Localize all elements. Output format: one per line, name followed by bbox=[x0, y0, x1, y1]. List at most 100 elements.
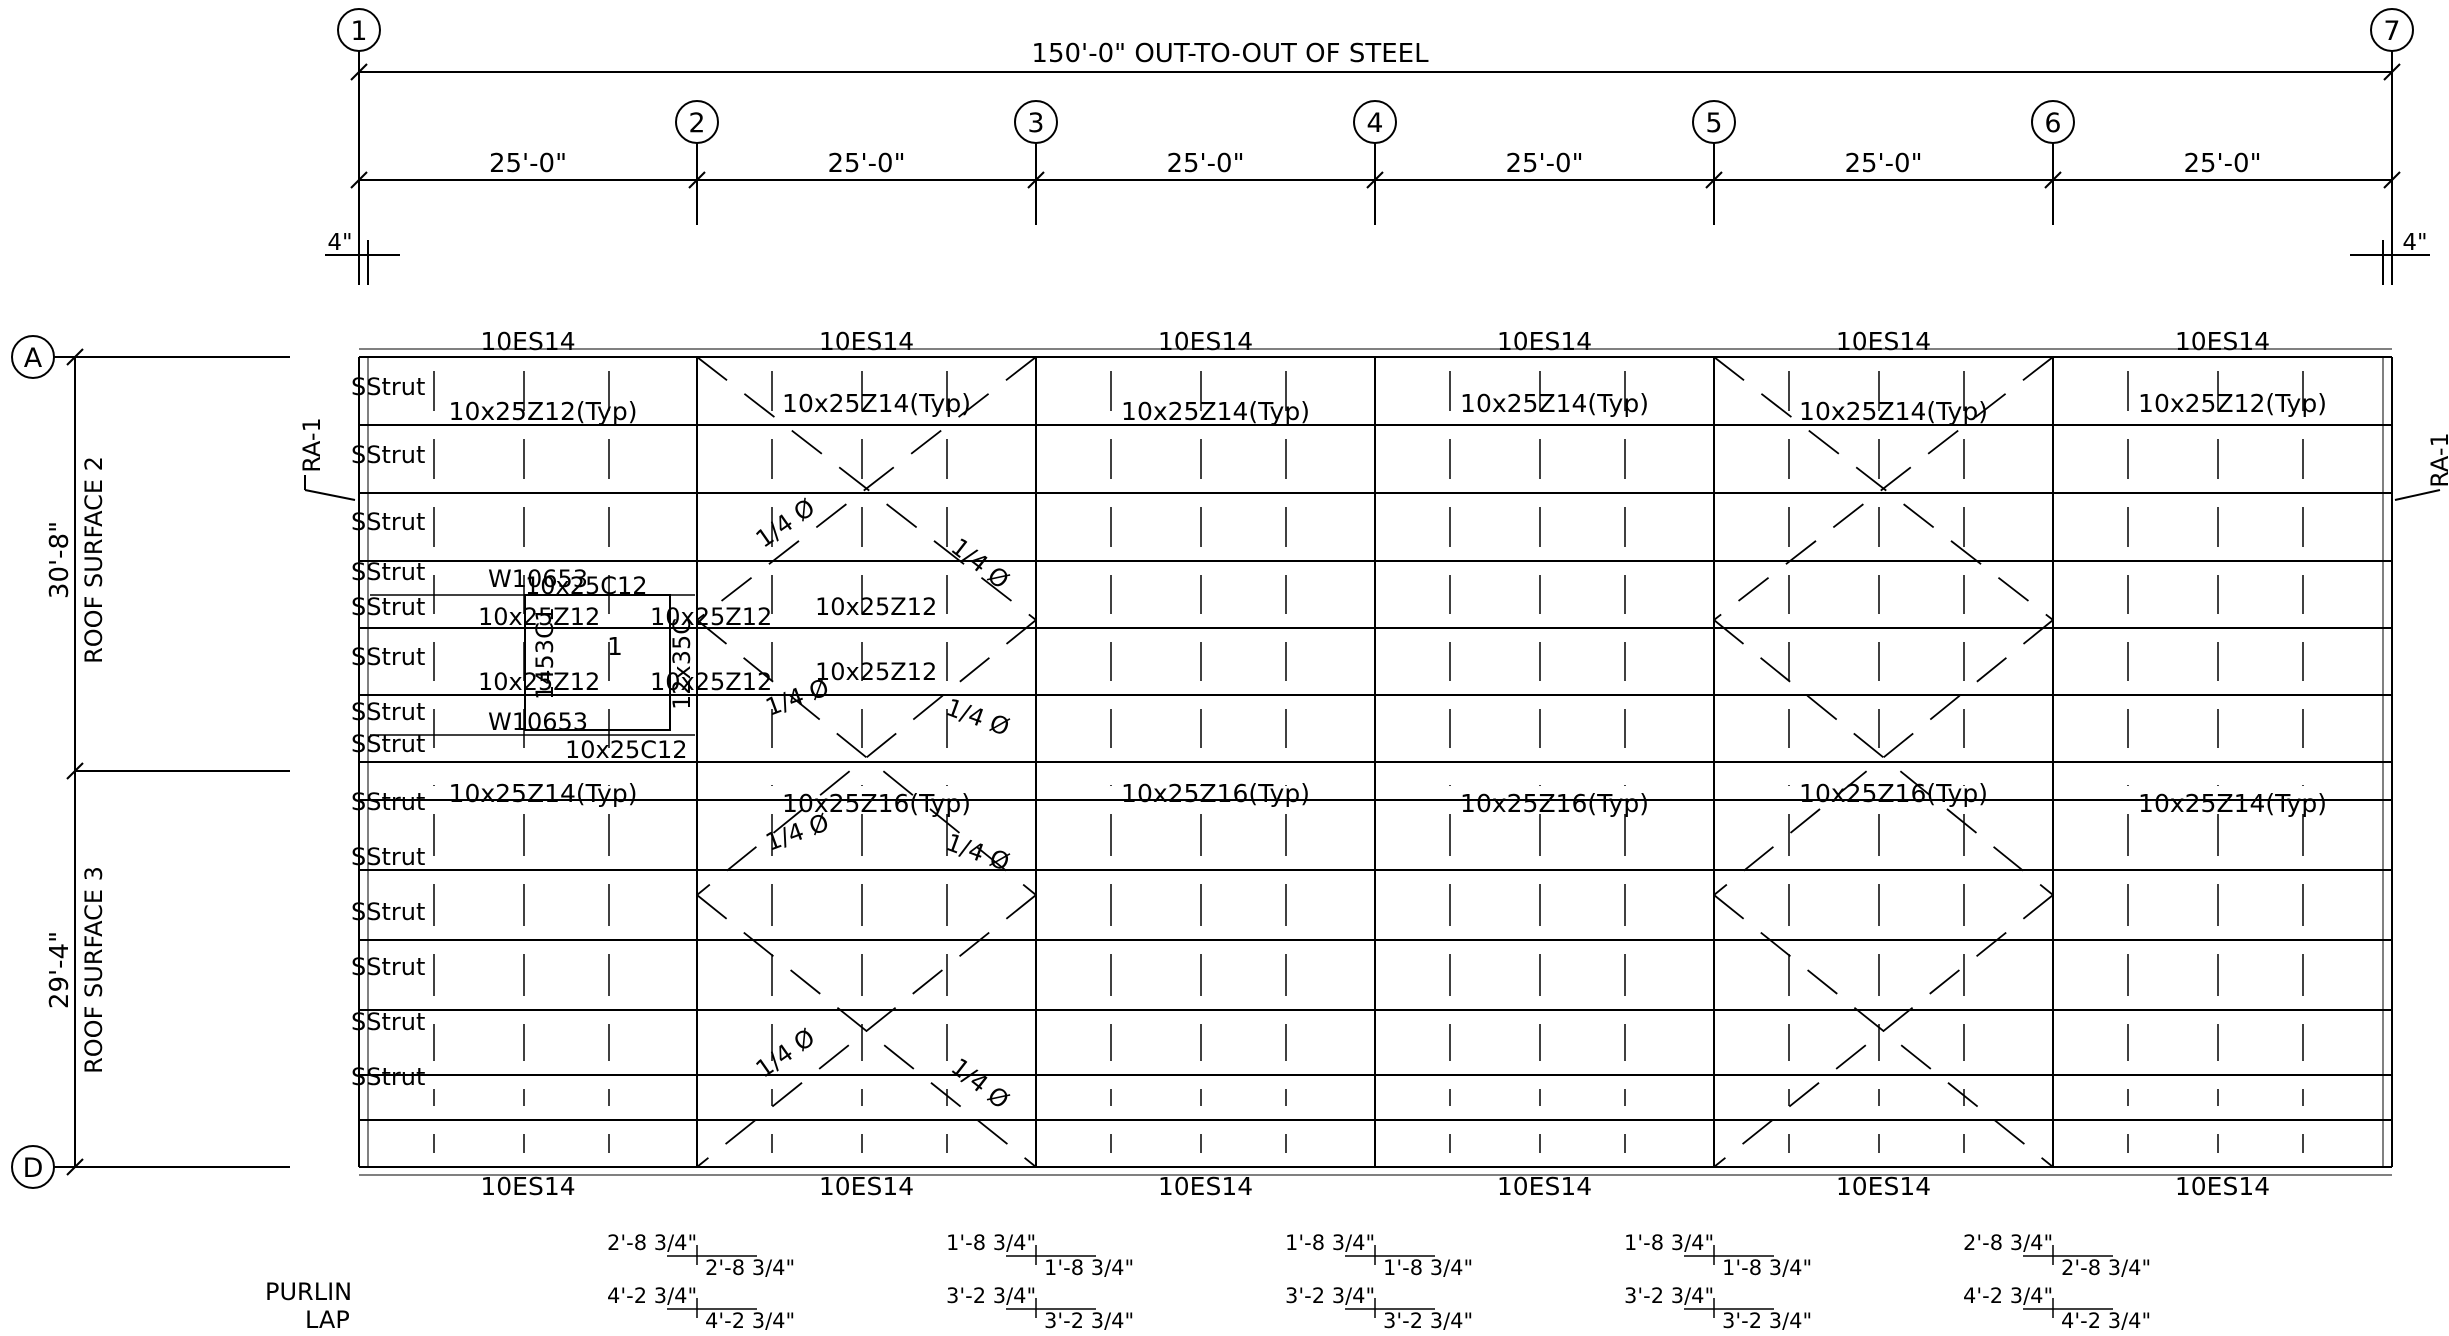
strut-label: SStrut bbox=[351, 788, 425, 816]
dim-tick bbox=[2383, 63, 2401, 81]
opening-purlin-b: 10x25Z12 bbox=[478, 668, 600, 696]
purlin-lap-title-2: LAP bbox=[305, 1306, 350, 1334]
strut-label: SStrut bbox=[351, 730, 425, 758]
brace-rod-label: 1/4 Ø bbox=[942, 693, 1013, 742]
purlin-size-lower-3: 10x25Z16(Typ) bbox=[1121, 779, 1310, 808]
eave-strut-bottom-1: 10ES14 bbox=[480, 1172, 575, 1201]
lap-b2: 4'-2 3/4" bbox=[2061, 1309, 2151, 1333]
x-brace-rod bbox=[696, 356, 1037, 621]
eave-strut-bottom-5: 10ES14 bbox=[1836, 1172, 1931, 1201]
grid-label-1: 1 bbox=[350, 16, 367, 47]
strut-label: SStrut bbox=[351, 1063, 425, 1091]
bay-dimension-2: 25'-0" bbox=[827, 149, 905, 179]
grid-label-2: 2 bbox=[688, 108, 705, 139]
lap-b1: 3'-2 3/4" bbox=[946, 1284, 1036, 1308]
bay2-purlin-b: 10x25Z12 bbox=[815, 658, 937, 686]
x-brace-rod bbox=[1713, 619, 2054, 896]
strut-label: SStrut bbox=[351, 373, 425, 401]
opening-purlin-right-a: 10x25Z12 bbox=[650, 603, 772, 631]
dim-tick bbox=[350, 171, 368, 189]
bay-dimension-4: 25'-0" bbox=[1505, 149, 1583, 179]
eave-strut-top-5: 10ES14 bbox=[1836, 327, 1931, 356]
purlin-size-upper-3: 10x25Z14(Typ) bbox=[1121, 397, 1310, 426]
purlin-size-lower-5: 10x25Z16(Typ) bbox=[1799, 779, 1988, 808]
opening-jamb-left: 1453C1 bbox=[531, 607, 559, 700]
lap-a1: 1'-8 3/4" bbox=[946, 1231, 1036, 1255]
purlin-size-upper-6: 10x25Z12(Typ) bbox=[2138, 389, 2327, 418]
eave-strut-bottom-2: 10ES14 bbox=[819, 1172, 914, 1201]
strut-label: SStrut bbox=[351, 898, 425, 926]
lap-a1: 2'-8 3/4" bbox=[607, 1231, 697, 1255]
bay-dimension-3: 25'-0" bbox=[1166, 149, 1244, 179]
roof-surface-3-dim: 29'-4" bbox=[45, 931, 75, 1009]
strut-label: SStrut bbox=[351, 441, 425, 469]
strut-label: SStrut bbox=[351, 953, 425, 981]
purlin-size-upper-5: 10x25Z14(Typ) bbox=[1799, 397, 1988, 426]
section-mark-left-arrow bbox=[304, 489, 356, 501]
purlin-size-lower-1: 10x25Z14(Typ) bbox=[449, 779, 638, 808]
bay2-purlin-a: 10x25Z12 bbox=[815, 593, 937, 621]
opening-purlin-a: 10x25Z12 bbox=[478, 603, 600, 631]
dim-tick bbox=[1705, 171, 1723, 189]
strut-label: SStrut bbox=[351, 593, 425, 621]
x-brace-rod bbox=[1713, 894, 2054, 1168]
purlin-size-upper-2: 10x25Z14(Typ) bbox=[782, 389, 971, 418]
brace-rod-label: 1/4 Ø bbox=[946, 1053, 1015, 1115]
eave-strut-bottom-3: 10ES14 bbox=[1158, 1172, 1253, 1201]
eave-strut-bottom-4: 10ES14 bbox=[1497, 1172, 1592, 1201]
roof-surface-2-label: ROOF SURFACE 2 bbox=[80, 456, 108, 664]
grid-label-D: D bbox=[23, 1153, 44, 1184]
eave-strut-bottom-6: 10ES14 bbox=[2175, 1172, 2270, 1201]
opening-channel-top: 10x25C12 bbox=[525, 572, 648, 600]
lap-a2: 2'-8 3/4" bbox=[705, 1256, 795, 1280]
eave-strut-top-4: 10ES14 bbox=[1497, 327, 1592, 356]
strut-label: SStrut bbox=[351, 698, 425, 726]
dim-tick bbox=[1027, 171, 1045, 189]
eave-strut-top-2: 10ES14 bbox=[819, 327, 914, 356]
dim-tick bbox=[1366, 171, 1384, 189]
dim-tick bbox=[2383, 171, 2401, 189]
grid-label-A: A bbox=[24, 343, 43, 374]
opening-purlin-right-b: 10x25Z12 bbox=[650, 668, 772, 696]
dim-tick bbox=[350, 63, 368, 81]
lap-b2: 4'-2 3/4" bbox=[705, 1309, 795, 1333]
purlin-size-lower-6: 10x25Z14(Typ) bbox=[2138, 789, 2327, 818]
lap-b1: 3'-2 3/4" bbox=[1285, 1284, 1375, 1308]
overall-dimension-text: 150'-0" OUT-TO-OUT OF STEEL bbox=[1031, 39, 1429, 69]
x-brace-rod bbox=[696, 894, 1037, 1168]
bay-dimension-5: 25'-0" bbox=[1844, 149, 1922, 179]
grid-label-7: 7 bbox=[2383, 16, 2400, 47]
purlin-lap-title: PURLIN bbox=[265, 1278, 352, 1306]
lap-a2: 2'-8 3/4" bbox=[2061, 1256, 2151, 1280]
opening-channel-bottom: 10x25C12 bbox=[565, 736, 688, 764]
lap-a1: 2'-8 3/4" bbox=[1963, 1231, 2053, 1255]
purlin-size-lower-4: 10x25Z16(Typ) bbox=[1460, 789, 1649, 818]
eave-strut-top-3: 10ES14 bbox=[1158, 327, 1253, 356]
strut-label: SStrut bbox=[351, 643, 425, 671]
lap-a2: 1'-8 3/4" bbox=[1722, 1256, 1812, 1280]
section-mark-right: RA-1 bbox=[2426, 432, 2449, 488]
purlin-size-upper-4: 10x25Z14(Typ) bbox=[1460, 389, 1649, 418]
roof-surface-3-label: ROOF SURFACE 3 bbox=[80, 866, 108, 1074]
grid-label-6: 6 bbox=[2044, 108, 2061, 139]
brace-rod-label: 1/4 Ø bbox=[946, 533, 1015, 595]
lap-b2: 3'-2 3/4" bbox=[1383, 1309, 1473, 1333]
bay-dimension-6: 25'-0" bbox=[2183, 149, 2261, 179]
roof-surface-2-dim: 30'-8" bbox=[45, 521, 75, 599]
framing-labels: 1 2 3 4 5 6 7 150'-0" OUT-TO-OUT OF STEEL 25'-0"… bbox=[23, 16, 2449, 1334]
opening-mark: 1 bbox=[607, 632, 623, 661]
eave-strut-top-6: 10ES14 bbox=[2175, 327, 2270, 356]
strut-label: SStrut bbox=[351, 558, 425, 586]
strut-label: SStrut bbox=[351, 1008, 425, 1036]
lap-a2: 1'-8 3/4" bbox=[1044, 1256, 1134, 1280]
grid-label-3: 3 bbox=[1027, 108, 1044, 139]
brace-rod-label: 1/4 Ø bbox=[751, 493, 820, 553]
lap-a1: 1'-8 3/4" bbox=[1624, 1231, 1714, 1255]
x-brace-rod bbox=[1713, 356, 2054, 621]
lap-a2: 1'-8 3/4" bbox=[1383, 1256, 1473, 1280]
lap-b1: 3'-2 3/4" bbox=[1624, 1284, 1714, 1308]
offset-right-text: 4" bbox=[2402, 230, 2427, 256]
eave-strut-top-1: 10ES14 bbox=[480, 327, 575, 356]
opening-beam-top: W10653 bbox=[488, 565, 588, 593]
